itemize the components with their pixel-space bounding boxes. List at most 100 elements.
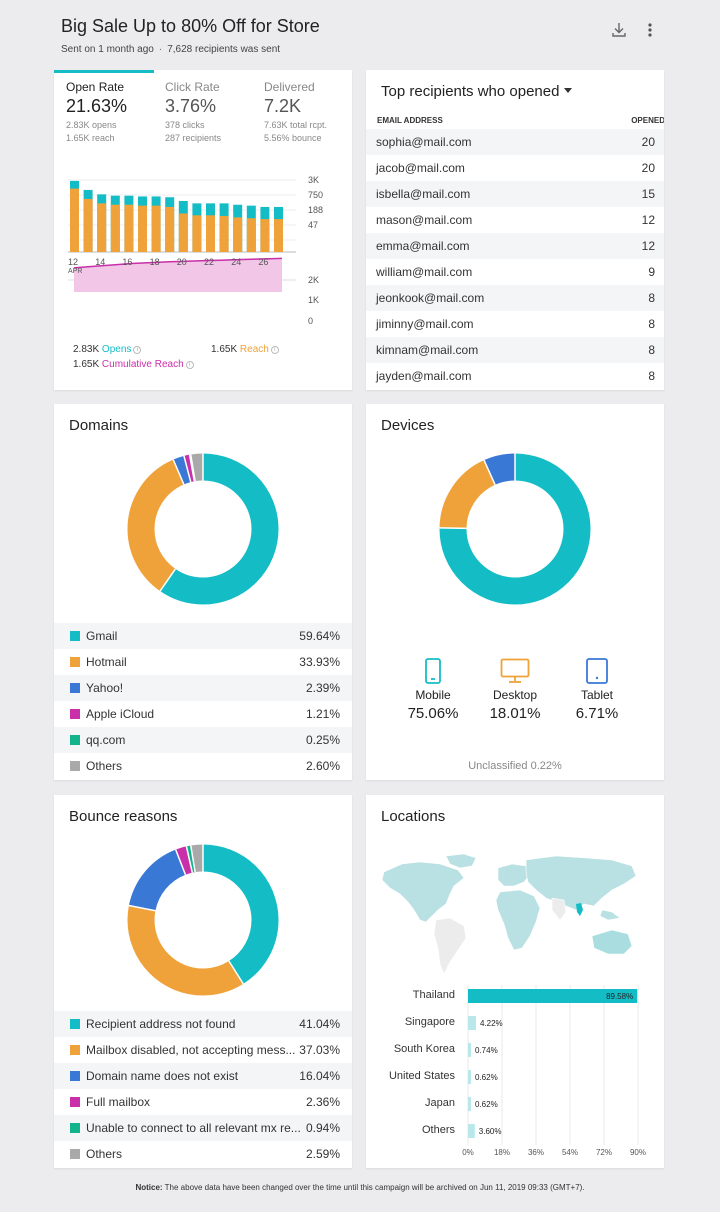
cumulative-area [73,257,283,292]
legend-value: 33.93% [299,655,340,669]
bounce-reasons-card: Bounce reasons Recipient address not fou… [54,795,352,1168]
reach-bar[interactable] [246,218,256,252]
map-indonesia [599,909,621,921]
legend-row[interactable]: Unable to connect to all relevant mx re.… [54,1115,352,1141]
table-row[interactable]: jeonkook@mail.com 8 [366,285,664,311]
reach-bar[interactable] [151,205,161,252]
legend-value: 0.94% [305,1121,340,1135]
cumulative-line [73,257,283,269]
slice-separator [190,845,196,873]
mobile-icon [425,658,441,684]
legend-label: Hotmail [86,655,127,669]
tab-delivered[interactable]: Delivered 7.2K 7.63K total rcpt. 5.56% b… [264,80,352,145]
table-row[interactable]: jayden@mail.com 8 [366,363,664,389]
legend-value: 1.21% [305,707,340,721]
reach-bar[interactable] [206,215,215,252]
table-row[interactable]: sophia@mail.com 20 [366,129,664,155]
tab-click-rate[interactable]: Click Rate 3.76% 378 clicks 287 recipien… [165,80,260,145]
reach-bar[interactable] [260,219,270,252]
legend-label: Opens [101,344,132,355]
legend-swatch [70,709,80,719]
reach-bar[interactable] [70,188,79,252]
location-label: United States [388,1070,455,1082]
unclassified-note: Unclassified 0.22% [468,760,562,772]
download-icon[interactable] [610,20,628,40]
notice-body: The above data have been changed over th… [162,1183,585,1192]
reach-bar[interactable] [165,206,175,252]
map-australia [591,929,633,955]
reach-bar[interactable] [233,217,243,252]
caret-down-icon [563,88,572,93]
info-icon[interactable]: i [133,346,142,354]
location-bar[interactable] [468,1070,471,1084]
devices-card: Devices Mobile 75.06% Desktop 18.01% Tab… [366,404,664,780]
x-tick: 72% [596,1148,612,1157]
location-bar[interactable] [468,1097,471,1111]
slice-separator [183,455,192,483]
legend-swatch [70,683,80,693]
legend-swatch [70,1071,80,1081]
reach-bar[interactable] [178,213,188,252]
legend-value: 16.04% [299,1069,340,1083]
table-row[interactable]: mason@mail.com 12 [366,207,664,233]
top-recipients-dropdown[interactable]: Top recipients who opened [381,83,572,100]
location-bar[interactable] [468,1124,475,1138]
y-tick: 2K [308,275,319,285]
legend-row[interactable]: Domain name does not exist 16.04% [54,1063,352,1089]
col-opened-header: OPENED [631,116,664,125]
active-tab-indicator [54,70,154,73]
legend-row[interactable]: Yahoo! 2.39% [54,675,352,701]
reach-bar[interactable] [219,215,229,252]
legend-row[interactable]: Gmail 59.64% [54,623,352,649]
legend-label: Others [86,1147,123,1161]
legend-label: Domain name does not exist [86,1069,239,1083]
reach-bar[interactable] [110,204,120,252]
info-icon[interactable]: i [185,361,194,369]
legend-label: Mailbox disabled, not accepting mess... [86,1043,296,1057]
x-tick: 14 [95,257,105,267]
more-vertical-icon[interactable] [641,20,659,40]
table-row[interactable]: jacob@mail.com 20 [366,155,664,181]
table-row[interactable]: william@mail.com 9 [366,259,664,285]
legend-row[interactable]: Others 2.60% [54,753,352,779]
slice-separator [228,960,244,985]
legend-row[interactable]: Hotmail 33.93% [54,649,352,675]
legend-row[interactable]: qq.com 0.25% [54,727,352,753]
locations-card: Locations 89.58% 4.22% 0.74% 0.62% 0.62% 3.60… [366,795,664,1168]
legend-row[interactable]: Recipient address not found 41.04% [54,1011,352,1037]
recipient-email: jacob@mail.com [376,161,465,175]
legend-value: 37.03% [299,1043,340,1057]
recipient-email: mason@mail.com [376,213,473,227]
reach-bar[interactable] [274,219,283,252]
legend-row[interactable]: Others 2.59% [54,1141,352,1167]
legend-row[interactable]: Apple iCloud 1.21% [54,701,352,727]
map-asia [525,855,637,911]
page-header: Big Sale Up to 80% Off for Store Sent on… [0,0,720,62]
reach-bar[interactable] [97,203,107,252]
location-label: Japan [425,1097,455,1109]
table-row[interactable]: kimnam@mail.com 8 [366,337,664,363]
legend-label: Full mailbox [86,1095,151,1109]
legend-label: Cumulative Reach [101,359,184,370]
x-tick: 18% [494,1148,510,1157]
legend-swatch [70,657,80,667]
device-desktop: Desktop 18.01% [475,658,555,722]
legend-row[interactable]: Full mailbox 2.36% [54,1089,352,1115]
reach-bar[interactable] [192,215,202,252]
table-row[interactable]: isbella@mail.com 15 [366,181,664,207]
location-bar[interactable] [468,1016,476,1030]
location-bar[interactable] [468,1043,471,1057]
donut-slice[interactable] [127,453,279,605]
reach-bar[interactable] [83,198,93,252]
location-label: Thailand [412,989,455,1001]
table-row[interactable]: emma@mail.com 12 [366,233,664,259]
location-bar[interactable] [468,989,638,1003]
table-row[interactable]: jiminny@mail.com 8 [366,311,664,337]
location-label: Singapore [404,1016,455,1028]
reach-bar[interactable] [138,205,147,252]
reach-bar[interactable] [124,204,134,252]
donut-slice[interactable] [127,844,279,996]
info-icon[interactable]: i [270,346,279,354]
tab-open-rate[interactable]: Open Rate 21.63% 2.83K opens 1.65K reach [66,80,161,145]
legend-row[interactable]: Mailbox disabled, not accepting mess... 3… [54,1037,352,1063]
